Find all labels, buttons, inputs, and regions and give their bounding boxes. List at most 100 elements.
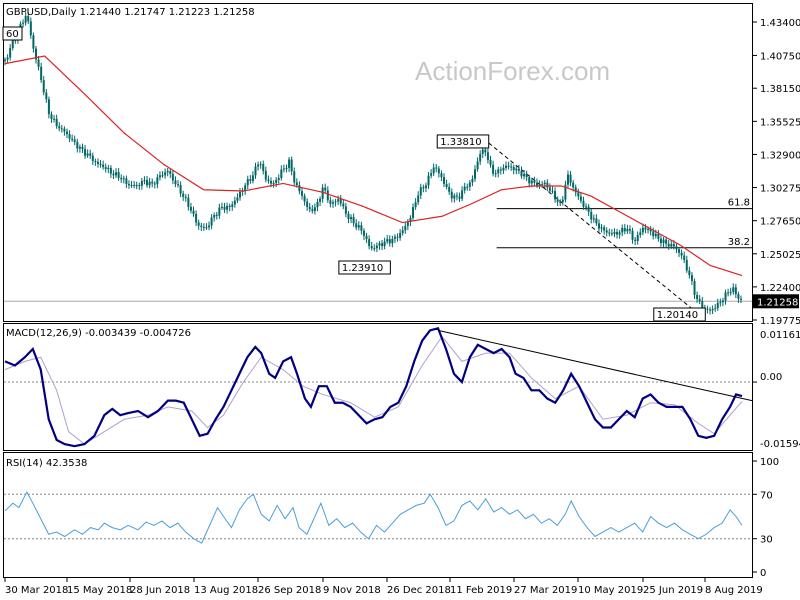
candle-body: [383, 241, 386, 247]
candle-body: [179, 184, 182, 194]
candle-body: [130, 184, 133, 186]
candle-body: [709, 309, 712, 311]
candle-body: [316, 201, 319, 208]
macd-tick-label: 0.00: [760, 372, 782, 383]
candle-body: [701, 301, 704, 310]
price-tick-label: 1.38150: [760, 84, 800, 95]
x-tick-label: 13 Aug 2018: [194, 585, 258, 596]
candle-body: [399, 233, 402, 238]
candle-body: [690, 275, 693, 282]
candle-body: [608, 232, 611, 234]
candle-body: [120, 177, 123, 180]
candle-body: [672, 244, 675, 247]
candle-body: [210, 217, 213, 226]
candle-body: [412, 207, 415, 218]
candle-body: [401, 230, 404, 234]
macd-header: MACD(12,26,9) -0.003439 -0.004726: [6, 328, 191, 339]
candle-body: [127, 183, 130, 186]
label-high: 1.33810: [440, 137, 481, 148]
candle-body: [711, 309, 714, 311]
candle-body: [450, 191, 453, 199]
candle-body: [321, 187, 324, 199]
candle-body: [68, 134, 71, 139]
candle-body: [334, 201, 337, 203]
candle-body: [184, 196, 187, 198]
candle-body: [324, 187, 327, 191]
candle-body: [37, 59, 40, 67]
candle-body: [308, 206, 311, 210]
label-high-box: [436, 134, 490, 149]
candle-body: [386, 239, 389, 242]
candle-body: [698, 299, 701, 302]
candle-body: [388, 239, 391, 244]
candle-body: [419, 187, 422, 196]
candle-body: [282, 168, 285, 170]
candle-body: [115, 172, 118, 176]
candle-body: [34, 48, 37, 60]
candle-body: [189, 206, 192, 211]
candle-body: [187, 197, 190, 207]
candle-body: [60, 128, 63, 130]
candle-body: [319, 198, 322, 202]
candle-body: [151, 181, 154, 184]
candle-body: [453, 195, 456, 199]
candle-body: [654, 233, 657, 236]
candle-body: [502, 167, 505, 171]
candle-body: [476, 161, 479, 170]
price-tick-label: 1.27650: [760, 217, 800, 228]
candle-body: [264, 170, 267, 180]
macd-line: [4, 326, 743, 448]
candle-body: [458, 196, 461, 199]
candle-body: [329, 200, 332, 204]
candle-body: [78, 146, 81, 149]
candle-body: [249, 179, 252, 181]
candle-body: [208, 225, 211, 228]
candle-body: [639, 232, 642, 235]
candle-body: [520, 170, 523, 177]
candle-body: [494, 173, 497, 175]
candle-body: [528, 177, 531, 184]
candle-body: [597, 223, 600, 229]
candle-body: [740, 298, 743, 300]
candle-body: [724, 292, 727, 301]
candle-body: [381, 243, 384, 247]
candle-body: [678, 249, 681, 253]
label-low-nov: 1.23910: [342, 263, 383, 274]
candle-body: [533, 180, 536, 183]
rsi-line: [4, 491, 743, 544]
candle-body: [122, 178, 125, 180]
candle-body: [257, 164, 260, 167]
candle-body: [551, 190, 554, 192]
candle-body: [344, 206, 347, 214]
candle-body: [590, 211, 593, 220]
macd-trendline: [437, 329, 753, 402]
candle-body: [484, 149, 487, 153]
candle-body: [254, 166, 257, 176]
candle-body: [228, 205, 231, 207]
candle-body: [427, 175, 430, 186]
candle-body: [295, 182, 298, 186]
candle-body: [422, 187, 425, 189]
candle-body: [644, 227, 647, 230]
candle-body: [719, 302, 722, 304]
candle-body: [616, 231, 619, 235]
candle-body: [435, 167, 438, 169]
candle-body: [680, 252, 683, 256]
candle-body: [244, 185, 247, 191]
macd-tick-label: 0.011619: [760, 330, 800, 341]
candle-body: [721, 300, 724, 303]
candle-body: [171, 173, 174, 181]
candle-body: [169, 171, 172, 174]
candle-body: [91, 155, 94, 162]
candle-body: [505, 165, 508, 168]
candle-body: [510, 166, 513, 168]
candle-body: [443, 177, 446, 184]
candle-body: [231, 204, 234, 207]
candle-body: [587, 206, 590, 212]
candle-body: [373, 248, 376, 250]
candle-body: [652, 231, 655, 236]
candle-body: [530, 180, 533, 184]
price-tick-label: 1.43400: [760, 18, 800, 29]
candle-body: [512, 167, 515, 171]
candle-body: [311, 209, 314, 212]
